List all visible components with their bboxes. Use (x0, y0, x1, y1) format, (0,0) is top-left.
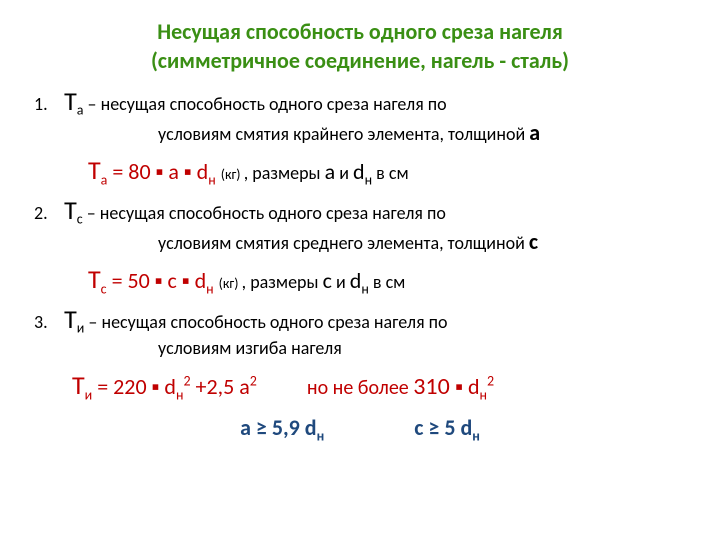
f3-d: d (159, 373, 176, 400)
item3-T-sub: и (77, 320, 85, 337)
f2-dot2: ▪ (182, 267, 190, 294)
cond-c-ge: ≥ (428, 414, 439, 441)
cond-a-ge: ≥ (256, 414, 267, 441)
item2-formula: Тс = 50 ▪ с ▪ dн (кг) , размеры с и dн в… (34, 256, 686, 303)
f2-c: с (163, 267, 182, 294)
cond-a-sub: н (317, 428, 325, 445)
cond-a-rhs: 5,9 d (267, 414, 317, 441)
slide-title: Несущая способность одного среза нагеля … (34, 18, 686, 75)
item2-text1: – несущая способность одного среза нагел… (87, 202, 446, 224)
f2-d2sub: н (361, 280, 369, 297)
cond-c-lhs: с (414, 414, 428, 441)
f3-but: но не более (307, 376, 413, 400)
item3-formula: Ти = 220 ▪ dн2 +2,5 а2 но не более 310 ▪… (34, 360, 686, 405)
f1-d: d (192, 158, 209, 185)
item-2: 2. Тс – несущая способность одного среза… (34, 194, 686, 228)
slide-body: 1. Та – несущая способность одного среза… (34, 85, 686, 446)
item2-text2: условиям смятия среднего элемента, толщи… (158, 232, 529, 254)
f1-dsub: н (208, 171, 216, 188)
f2-cm: в см (369, 271, 406, 293)
f1-dot2: ▪ (184, 158, 192, 185)
f1-T: Т (88, 154, 101, 186)
f1-d2: d (353, 158, 365, 185)
item2-T-sub: с (77, 211, 83, 228)
f3-ldsub: н (480, 386, 488, 403)
item2-thick: с (529, 228, 538, 255)
item1-text1: – несущая способность одного среза нагел… (88, 93, 447, 115)
f1-and: и (335, 162, 353, 184)
item-3: 3. Ти – несущая способность одного среза… (34, 303, 686, 337)
item3-num: 3. (34, 311, 60, 334)
f3-eq: = 220 (92, 373, 151, 400)
f2-unit: (кг) (219, 275, 242, 292)
f1-eq: = 80 (107, 158, 155, 185)
f2-d: d (190, 267, 207, 294)
f2-after: , размеры (242, 271, 323, 293)
f1-unit: (кг) (221, 166, 244, 183)
f3-lpow: 2 (487, 372, 494, 389)
f1-cm: в см (372, 162, 409, 184)
f1-d2sub: н (365, 171, 373, 188)
conditions: а ≥ 5,9 dн с ≥ 5 dн (34, 405, 686, 446)
f2-and: и (332, 271, 350, 293)
f3-310: 310 (413, 372, 455, 401)
f3-ldot: ▪ (455, 373, 463, 400)
f1-a2: а (325, 158, 336, 185)
item2-T: Т (64, 194, 77, 226)
f1-after: , размеры (244, 162, 325, 184)
cond-a-lhs: а (240, 414, 256, 441)
item2-line2: условиям смятия среднего элемента, толщи… (34, 228, 686, 256)
title-line2: (симметричное соединение, нагель - сталь… (151, 47, 569, 74)
item1-line2: условиям смятия крайнего элемента, толщи… (34, 119, 686, 147)
item3-text1: – несущая способность одного среза нагел… (88, 311, 447, 333)
item1-T: Т (64, 85, 77, 117)
item3-line2: условиям изгиба нагеля (34, 337, 686, 360)
item3-text2: условиям изгиба нагеля (158, 337, 342, 359)
item3-T: Т (64, 303, 77, 335)
item1-T-sub: а (77, 102, 84, 119)
item1-num: 1. (34, 93, 60, 116)
f2-T: Т (88, 263, 101, 295)
cond-c-rhs: 5 d (439, 414, 472, 441)
item-1: 1. Та – несущая способность одного среза… (34, 85, 686, 119)
f2-dot1: ▪ (155, 267, 163, 294)
f1-a: а (163, 158, 184, 185)
f3-apow: 2 (250, 372, 257, 389)
f2-d2: d (350, 267, 362, 294)
f3-plus: +2,5 (191, 373, 240, 400)
f3-ld: d (463, 373, 480, 400)
f3-a: а (239, 373, 250, 400)
item1-formula: Та = 80 ▪ а ▪ dн (кг) , размеры а и dн в… (34, 147, 686, 194)
f3-T: Т (72, 369, 85, 401)
f3-pow: 2 (183, 372, 190, 389)
f2-eq: = 50 (107, 267, 155, 294)
title-line1: Несущая способность одного среза нагеля (157, 18, 563, 45)
item2-num: 2. (34, 202, 60, 225)
f2-dsub: н (206, 280, 214, 297)
item1-text2: условиям смятия крайнего элемента, толщи… (158, 123, 529, 145)
item1-thick: а (529, 119, 540, 146)
cond-c-sub: н (472, 428, 480, 445)
f2-c2: с (323, 267, 332, 294)
